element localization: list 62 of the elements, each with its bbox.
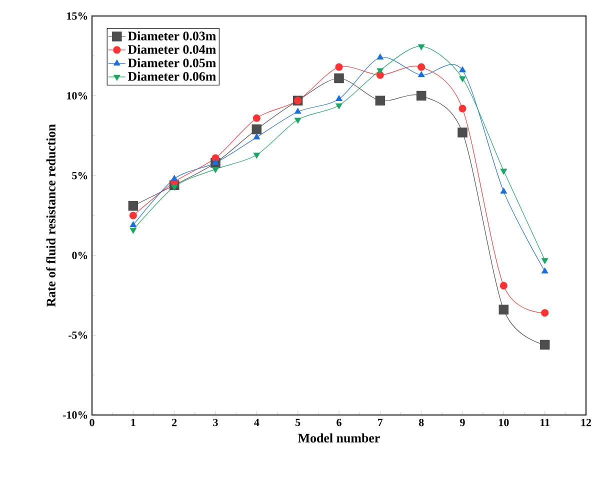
x-tick-label: 8 [418, 418, 424, 426]
point [459, 66, 466, 72]
point [542, 258, 548, 264]
x-tick-label: 10 [499, 418, 509, 426]
point [130, 228, 136, 234]
point [294, 118, 302, 124]
x-tick-label: 0 [90, 418, 94, 426]
x-tick-label: 9 [460, 418, 465, 426]
x-tick-label: 4 [254, 418, 260, 426]
point [418, 44, 425, 50]
point [171, 175, 178, 181]
x-tick-label: 2 [172, 418, 177, 426]
y-axis-title: Rate of fluid resistance reduction [46, 124, 56, 307]
point [418, 63, 426, 71]
point [375, 96, 386, 106]
y-tick-label: 15% [67, 12, 88, 20]
point [335, 63, 343, 71]
point [418, 71, 425, 78]
point [459, 76, 466, 82]
point [129, 212, 137, 220]
point [376, 68, 384, 74]
point [540, 340, 550, 350]
point [542, 268, 548, 274]
legend-label: Diameter 0.04m [128, 44, 216, 54]
point [336, 95, 342, 102]
point [253, 152, 260, 159]
x-axis-title: Model number [298, 433, 380, 442]
point [416, 90, 426, 101]
point [376, 54, 384, 60]
y-tick-label: 0% [72, 252, 88, 260]
point [500, 168, 507, 175]
point [334, 73, 344, 84]
point [212, 167, 219, 173]
point [500, 282, 508, 290]
point [128, 201, 138, 211]
legend-label: Diameter 0.05m [128, 58, 216, 68]
point [500, 188, 507, 194]
point [130, 221, 136, 228]
y-tick-label: -10% [63, 411, 88, 419]
x-tick-label: 6 [336, 418, 342, 426]
legend-label: Diameter 0.06m [128, 72, 216, 81]
y-tick-label: -5% [68, 331, 88, 339]
x-tick-label: 1 [131, 418, 136, 426]
legend-label: Diameter 0.03m [128, 31, 216, 40]
x-tick-label: 7 [378, 418, 383, 426]
point [458, 128, 468, 138]
point [498, 304, 509, 315]
point [458, 104, 466, 112]
point [294, 108, 302, 114]
point [212, 159, 219, 165]
point [336, 103, 342, 110]
y-tick-label: 5% [72, 172, 88, 180]
point [252, 124, 262, 134]
point [171, 184, 178, 191]
x-tick-label: 5 [296, 418, 300, 426]
point [252, 114, 260, 122]
x-tick-label: 12 [581, 418, 592, 426]
x-tick-label: 11 [540, 418, 550, 426]
x-tick-label: 3 [213, 418, 218, 426]
point [541, 309, 549, 317]
y-tick-label: 10% [67, 92, 88, 100]
point [253, 134, 260, 140]
